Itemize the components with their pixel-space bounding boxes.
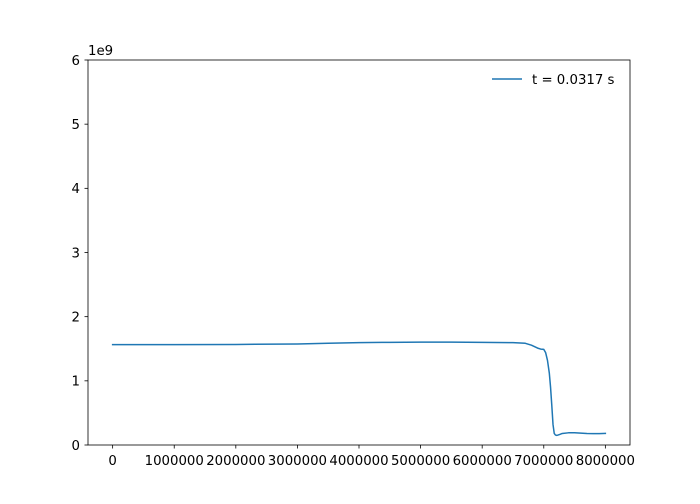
x-tick-label: 5000000 [391,454,450,469]
y-tick-label: 5 [72,118,80,133]
axes: 0 1000000 2000000 3000000 4000000 5000000 6000… [72,44,635,469]
x-tick-label: 2000000 [206,454,265,469]
series-line-0 [111,341,607,437]
y-tick-label: 1 [72,375,80,390]
x-tick-label: 4000000 [329,454,388,469]
y-tick-label: 3 [72,246,80,261]
x-tick-label: 0 [108,454,116,469]
y-offset-label: 1e9 [88,44,113,59]
y-tick-label: 4 [72,182,80,197]
legend-label: t = 0.0317 s [532,73,615,88]
y-tick-label: 2 [72,310,80,325]
plot-area [111,341,607,437]
x-tick-label: 6000000 [453,454,512,469]
x-tick-label: 1000000 [145,454,204,469]
legend: t = 0.0317 s [492,73,615,88]
x-tick-label: 8000000 [576,454,635,469]
y-tick-label: 6 [72,54,80,69]
x-tick-label: 7000000 [514,454,573,469]
x-tick-label: 3000000 [268,454,327,469]
y-tick-label: 0 [72,439,80,454]
